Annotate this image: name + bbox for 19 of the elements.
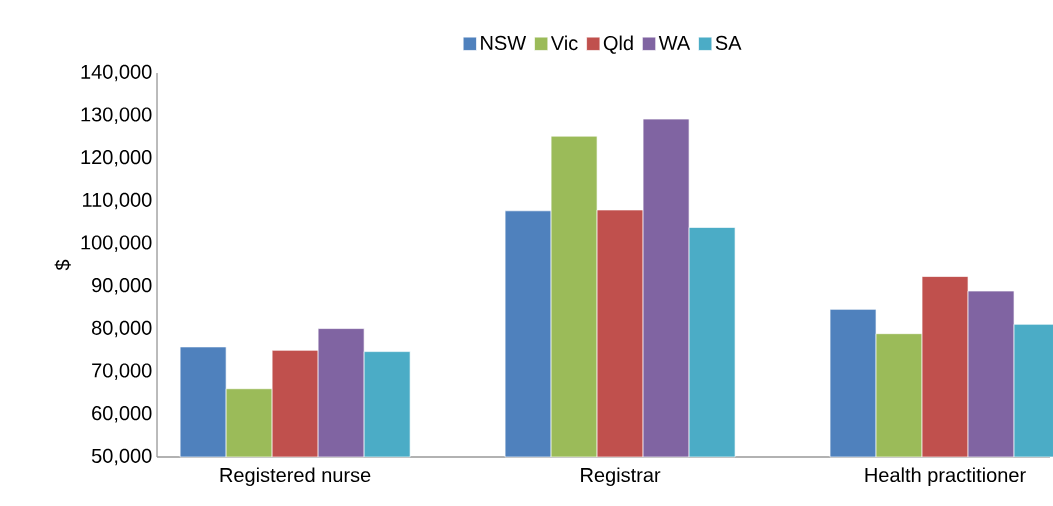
y-tick-label: 110,000 bbox=[83, 192, 152, 210]
legend-label: Qld bbox=[603, 35, 633, 54]
y-tick-label: 130,000 bbox=[81, 107, 152, 124]
legend-label: Vic bbox=[550, 35, 578, 51]
y-tick-label: 120,000 bbox=[81, 150, 152, 167]
y-tick-label: 70,000 bbox=[92, 363, 152, 380]
y-axis-title: $ bbox=[54, 259, 71, 271]
y-tick-label: 100,000 bbox=[81, 235, 152, 252]
legend-label: WA bbox=[658, 35, 691, 50]
x-tick-label: Registered nurse bbox=[220, 467, 371, 487]
legend-label: NSW bbox=[481, 35, 527, 50]
x-tick-label: Registrar bbox=[581, 467, 661, 487]
y-tick-label: 60,000 bbox=[92, 406, 152, 423]
y-tick-label: 50,000 bbox=[91, 448, 152, 466]
y-tick-label: 90,000 bbox=[92, 278, 152, 295]
x-tick-label: Health practitioner bbox=[865, 467, 1026, 487]
y-tick-label: 140,000 bbox=[81, 64, 152, 82]
legend-label: SA bbox=[715, 35, 742, 50]
y-tick-label: 80,000 bbox=[92, 320, 152, 338]
